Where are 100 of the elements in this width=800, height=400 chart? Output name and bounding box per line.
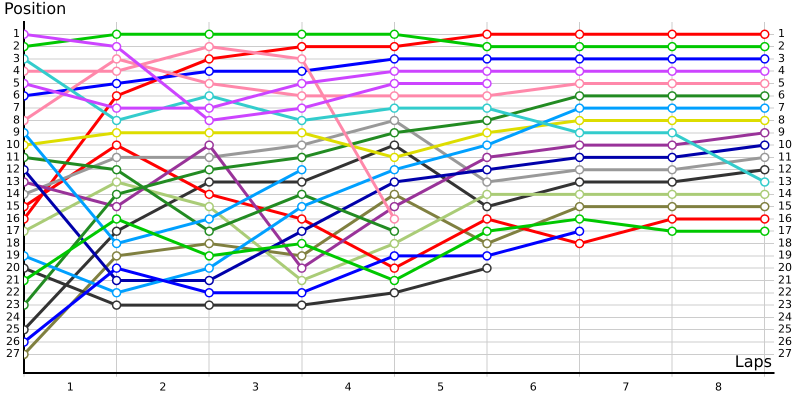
y-tick-label: 4 (12, 64, 20, 78)
point (112, 263, 122, 273)
point (574, 202, 584, 212)
point (390, 190, 400, 200)
y-tick-label: 14 (6, 187, 20, 200)
point (574, 116, 584, 126)
y2-tick-label: 16 (778, 212, 792, 225)
x-tick-label: 8 (714, 380, 722, 394)
point (574, 152, 584, 162)
y2-tick-label: 10 (778, 138, 792, 151)
point (760, 78, 770, 88)
point (482, 140, 492, 150)
x-tick-label: 6 (530, 380, 537, 394)
point (760, 54, 770, 64)
point (204, 152, 214, 162)
point (482, 91, 492, 101)
point (112, 190, 122, 200)
y-tick-label: 24 (6, 310, 20, 324)
y2-tick-label: 7 (778, 101, 786, 114)
point (667, 214, 677, 224)
point (667, 140, 677, 150)
point (297, 164, 307, 174)
point (390, 116, 400, 126)
point (204, 214, 214, 224)
y2-tick-label: 9 (778, 126, 786, 139)
point (667, 78, 677, 88)
point (760, 177, 770, 187)
point (390, 78, 400, 88)
point (482, 226, 492, 236)
y2-tick-label: 6 (778, 88, 786, 102)
point (574, 103, 584, 113)
point (574, 164, 584, 174)
point (482, 152, 492, 162)
point (112, 288, 122, 298)
point (297, 202, 307, 212)
point (204, 177, 214, 187)
point (204, 103, 214, 113)
y-tick-label: 2 (12, 39, 20, 52)
point (297, 42, 307, 52)
y-tick-label: 17 (6, 224, 20, 238)
point (112, 66, 122, 76)
point (482, 190, 492, 200)
point (390, 42, 400, 52)
point (760, 91, 770, 101)
point (574, 177, 584, 187)
y2-tick-label: 19 (778, 248, 792, 262)
point (204, 54, 214, 64)
y-tick-label: 10 (6, 138, 20, 151)
y-tick-label: 21 (6, 273, 20, 286)
point (112, 251, 122, 261)
point (667, 103, 677, 113)
point (760, 202, 770, 212)
point (667, 226, 677, 236)
point (482, 103, 492, 113)
point (112, 91, 122, 101)
y-tick-label: 3 (12, 52, 20, 65)
y2-tick-label: 3 (778, 52, 786, 65)
y2-tick-label: 5 (778, 76, 786, 90)
point (204, 128, 214, 138)
point (204, 276, 214, 286)
point (204, 42, 214, 52)
point (297, 116, 307, 126)
point (204, 251, 214, 261)
point (574, 78, 584, 88)
point (297, 54, 307, 64)
point (112, 140, 122, 150)
point (204, 78, 214, 88)
y-tick-label: 9 (12, 126, 20, 139)
point (667, 30, 677, 40)
point (297, 276, 307, 286)
point (574, 226, 584, 236)
y-tick-label: 5 (12, 76, 20, 90)
point (482, 238, 492, 248)
point (667, 66, 677, 76)
point (390, 54, 400, 64)
y2-tick-label: 22 (778, 286, 792, 299)
point (204, 66, 214, 76)
point (390, 276, 400, 286)
y2-tick-label: 2 (778, 39, 786, 52)
point (204, 190, 214, 200)
point (297, 214, 307, 224)
point (390, 152, 400, 162)
point (760, 164, 770, 174)
y2-tick-label: 25 (778, 322, 792, 336)
point (297, 238, 307, 248)
point (204, 288, 214, 298)
point (482, 202, 492, 212)
y2-tick-label: 20 (778, 261, 792, 274)
y2-tick-label: 26 (778, 334, 792, 348)
point (574, 238, 584, 248)
point (482, 78, 492, 88)
y2-tick-label: 4 (778, 64, 786, 78)
y2-tick-label: 13 (778, 174, 792, 188)
point (204, 226, 214, 236)
point (482, 214, 492, 224)
point (112, 214, 122, 224)
point (390, 238, 400, 248)
point (390, 214, 400, 224)
point (204, 91, 214, 101)
point (297, 30, 307, 40)
